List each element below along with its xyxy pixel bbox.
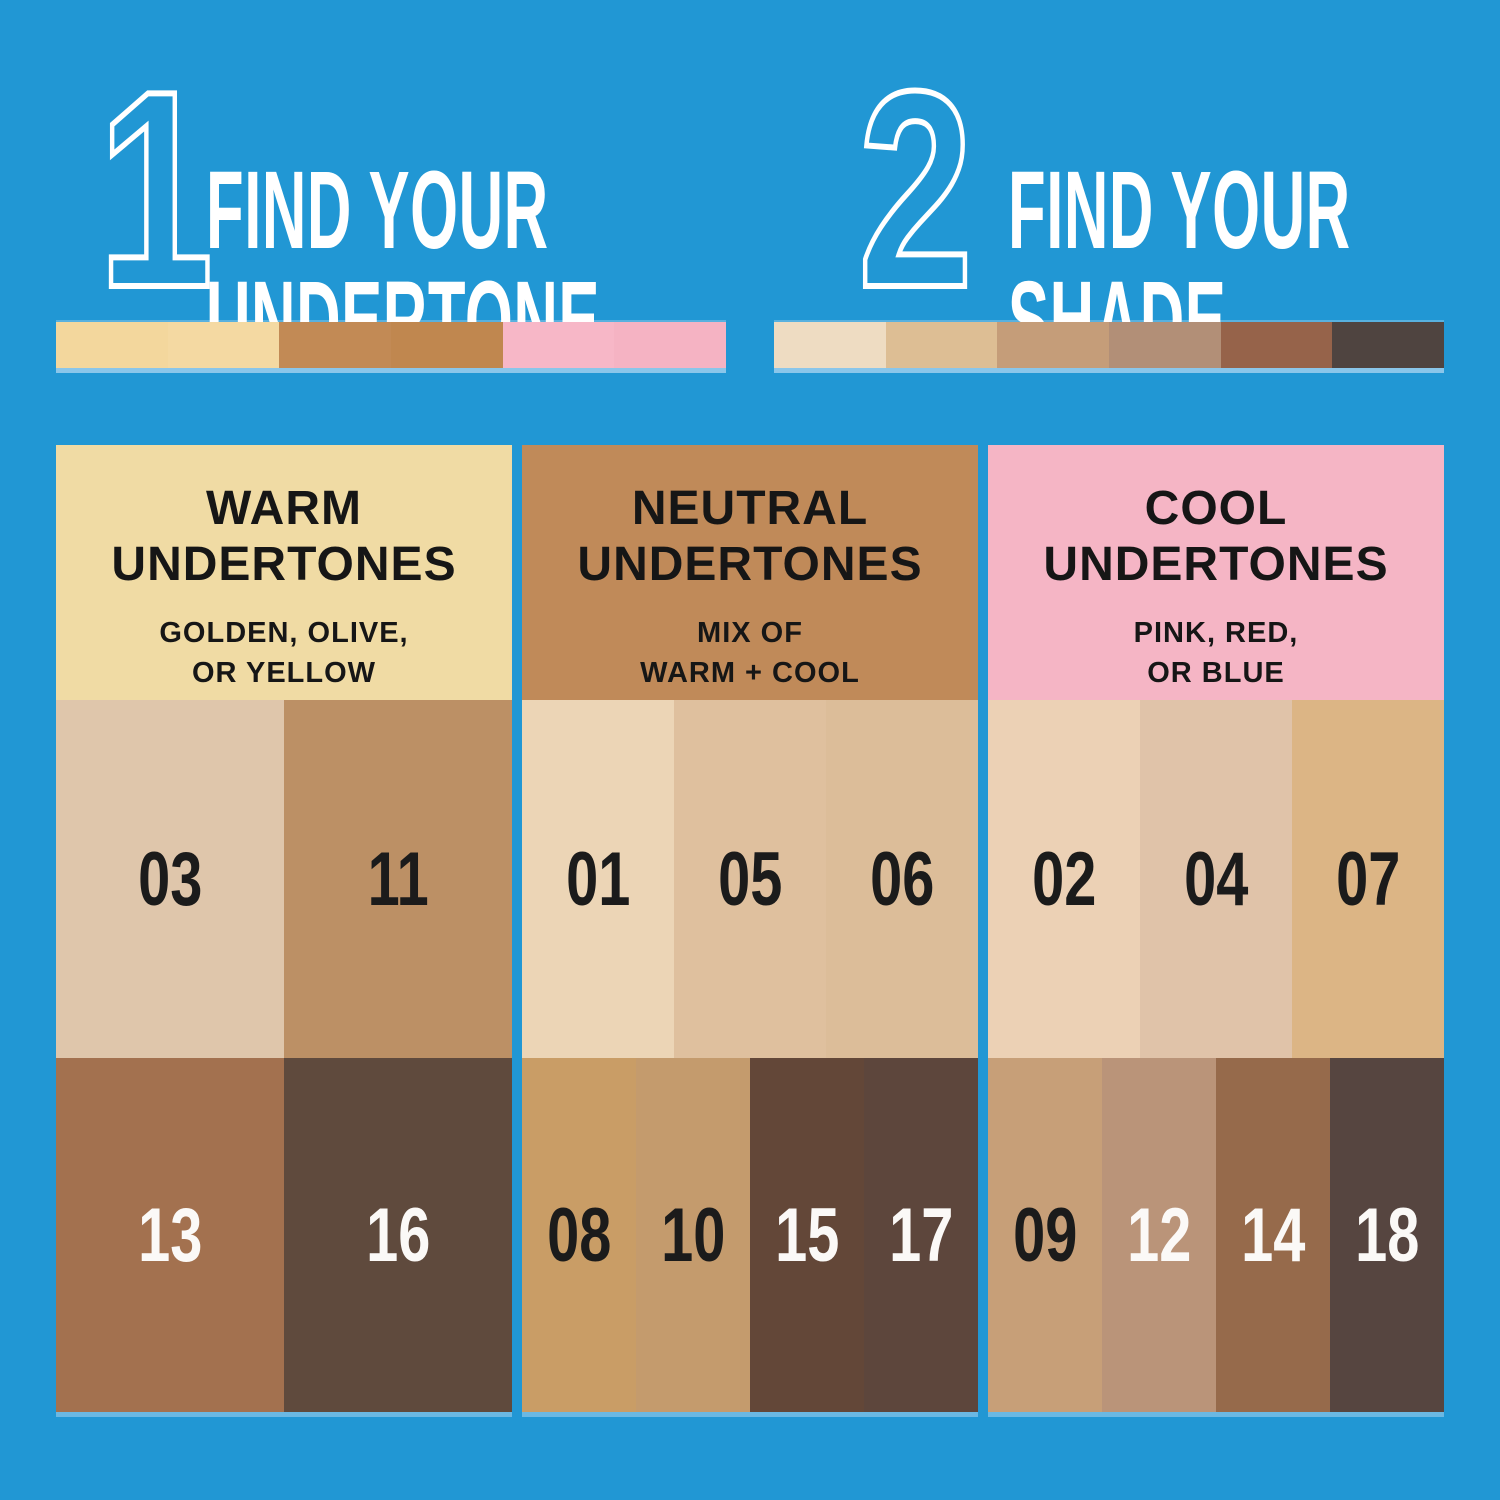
shade-swatch-15: 15 — [750, 1058, 864, 1412]
cool-undertones-title: COOL UNDERTONES — [1043, 481, 1388, 592]
neutral-title-line-1: NEUTRAL — [631, 482, 869, 535]
shade-strip-swatch — [997, 322, 1110, 368]
shade-swatch-05: 05 — [674, 700, 826, 1058]
shade-swatch-10: 10 — [636, 1058, 750, 1412]
shade-swatch-02: 02 — [988, 700, 1140, 1058]
undertone-strip-swatch — [391, 322, 503, 368]
cool-subtitle-line-2: OR BLUE — [1147, 656, 1285, 689]
cool-deep-shade-row: 09 12 14 18 — [988, 1058, 1444, 1412]
neutral-undertones-column: NEUTRAL UNDERTONES MIX OF WARM + COOL 01… — [522, 445, 978, 1412]
shade-number-01: 01 — [565, 836, 631, 922]
shade-swatch-17: 17 — [864, 1058, 978, 1412]
shade-number-12: 12 — [1126, 1192, 1192, 1278]
shade-number-10: 10 — [660, 1192, 726, 1278]
undertone-strip-swatch — [167, 322, 280, 368]
shade-number-03: 03 — [137, 836, 203, 922]
neutral-undertones-header: NEUTRAL UNDERTONES MIX OF WARM + COOL — [522, 445, 978, 700]
undertone-strip-swatch — [56, 322, 168, 368]
shade-number-02: 02 — [1031, 836, 1097, 922]
shade-number-06: 06 — [869, 836, 935, 922]
shade-swatch-06: 06 — [826, 700, 978, 1058]
undertone-strip-swatch — [502, 322, 615, 368]
cool-title-line-1: COOL — [1144, 482, 1288, 535]
undertone-strip-swatch — [614, 322, 727, 368]
step-1-number: 1 — [96, 34, 216, 346]
shade-gradient-strip — [774, 320, 1445, 368]
neutral-undertones-subtitle: MIX OF WARM + COOL — [640, 614, 860, 693]
warm-undertones-column: WARM UNDERTONES GOLDEN, OLIVE, OR YELLOW… — [56, 445, 512, 1412]
shade-strip-swatch — [1332, 322, 1445, 368]
warm-undertones-header: WARM UNDERTONES GOLDEN, OLIVE, OR YELLOW — [56, 445, 512, 700]
step-1-title-line-1: FIND YOUR — [206, 148, 549, 272]
shade-strip-swatch — [774, 322, 886, 368]
shade-swatch-01: 01 — [522, 700, 674, 1058]
step-2-title-line-1: FIND YOUR — [1008, 148, 1351, 272]
shade-number-04: 04 — [1183, 836, 1249, 922]
step-2-number: 2 — [856, 34, 976, 346]
warm-deep-shade-row: 13 16 — [56, 1058, 512, 1412]
shade-number-11: 11 — [367, 836, 429, 922]
shade-swatch-16: 16 — [284, 1058, 512, 1412]
shade-swatch-18: 18 — [1330, 1058, 1444, 1412]
cool-light-shade-row: 02 04 07 — [988, 700, 1444, 1058]
cool-undertones-column: COOL UNDERTONES PINK, RED, OR BLUE 02 04… — [988, 445, 1444, 1412]
warm-title-line-1: WARM — [206, 482, 362, 535]
shade-number-17: 17 — [888, 1192, 954, 1278]
shade-number-07: 07 — [1335, 836, 1401, 922]
shade-swatch-12: 12 — [1102, 1058, 1216, 1412]
cool-subtitle-line-1: PINK, RED, — [1133, 617, 1299, 650]
warm-subtitle-line-2: OR YELLOW — [191, 656, 377, 689]
warm-subtitle-line-1: GOLDEN, OLIVE, — [159, 617, 409, 650]
shade-strip-swatch — [1220, 322, 1333, 368]
neutral-light-shade-row: 01 05 06 — [522, 700, 978, 1058]
shade-swatch-07: 07 — [1292, 700, 1444, 1058]
warm-undertones-subtitle: GOLDEN, OLIVE, OR YELLOW — [159, 614, 408, 693]
shade-swatch-03: 03 — [56, 700, 284, 1058]
neutral-deep-shade-row: 08 10 15 17 — [522, 1058, 978, 1412]
shade-swatch-08: 08 — [522, 1058, 636, 1412]
shade-strip-swatch — [885, 322, 998, 368]
undertone-strip-swatch — [279, 322, 392, 368]
shade-number-08: 08 — [546, 1192, 612, 1278]
neutral-undertones-title: NEUTRAL UNDERTONES — [577, 481, 922, 592]
neutral-title-line-2: UNDERTONES — [577, 537, 923, 591]
neutral-subtitle-line-1: MIX OF — [697, 617, 803, 650]
cool-undertones-header: COOL UNDERTONES PINK, RED, OR BLUE — [988, 445, 1444, 700]
warm-undertones-title: WARM UNDERTONES — [111, 481, 456, 592]
cool-title-line-2: UNDERTONES — [1043, 537, 1389, 591]
shade-number-09: 09 — [1012, 1192, 1078, 1278]
shade-swatch-13: 13 — [56, 1058, 284, 1412]
shade-swatch-04: 04 — [1140, 700, 1292, 1058]
shade-strip-swatch — [1109, 322, 1221, 368]
warm-light-shade-row: 03 11 — [56, 700, 512, 1058]
shade-swatch-14: 14 — [1216, 1058, 1330, 1412]
shade-number-14: 14 — [1240, 1192, 1306, 1278]
shade-swatch-09: 09 — [988, 1058, 1102, 1412]
neutral-subtitle-line-2: WARM + COOL — [640, 656, 860, 689]
warm-title-line-2: UNDERTONES — [111, 537, 457, 591]
shade-number-15: 15 — [774, 1192, 840, 1278]
step-1-title: FIND YOUR UNDERTONE — [206, 148, 600, 376]
shade-number-05: 05 — [717, 836, 783, 922]
shade-number-13: 13 — [137, 1192, 203, 1278]
cool-undertones-subtitle: PINK, RED, OR BLUE — [1134, 614, 1299, 693]
shade-number-16: 16 — [365, 1192, 431, 1278]
shade-swatch-11: 11 — [284, 700, 512, 1058]
shade-number-18: 18 — [1354, 1192, 1420, 1278]
undertone-color-strip — [56, 320, 727, 368]
